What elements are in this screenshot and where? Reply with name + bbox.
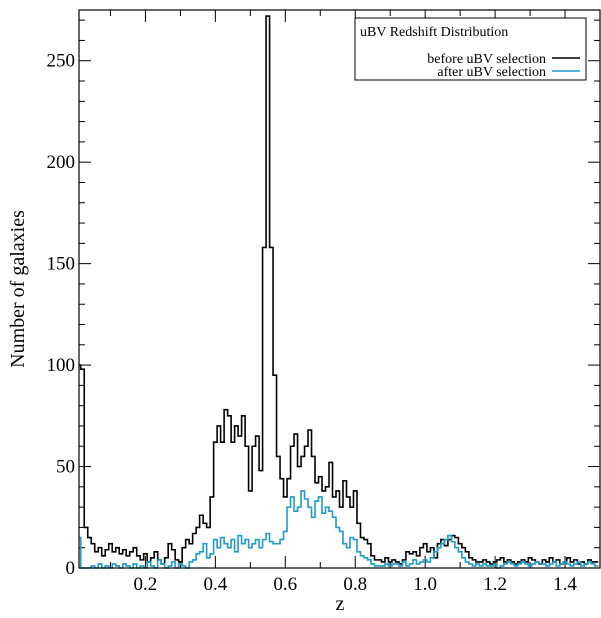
legend: uBV Redshift Distribution before uBV sel… bbox=[354, 17, 587, 81]
y-tick-label: 150 bbox=[47, 254, 76, 275]
y-tick-label: 200 bbox=[47, 152, 76, 173]
y-tick-label: 0 bbox=[66, 558, 76, 579]
series-layer bbox=[79, 15, 599, 569]
legend-title: uBV Redshift Distribution bbox=[360, 25, 508, 40]
series-before-uBV-selection bbox=[79, 15, 599, 565]
axes-layer: 0.2 0.4 0.6 0.8 1.0 1.2 1.4 0 50 100 150 200 250 bbox=[47, 10, 601, 595]
y-axis-title: Number of galaxies bbox=[7, 210, 29, 368]
y-tick-label: 100 bbox=[47, 355, 76, 376]
plot-frame bbox=[78, 9, 601, 569]
x-tick-label: 0.6 bbox=[273, 574, 297, 595]
x-tick-label: 1.4 bbox=[553, 574, 577, 595]
y-tick-label: 250 bbox=[47, 51, 76, 72]
x-tick-label: 0.4 bbox=[203, 574, 227, 595]
x-tick-label: 1.0 bbox=[413, 574, 437, 595]
legend-box bbox=[354, 17, 587, 81]
x-axis-title: z bbox=[336, 593, 345, 615]
y-tick-label: 50 bbox=[56, 457, 75, 478]
x-tick-label: 0.2 bbox=[134, 574, 158, 595]
x-tick-label: 1.2 bbox=[483, 574, 507, 595]
legend-entry-before: before uBV selection bbox=[427, 52, 546, 67]
x-tick-label: 0.8 bbox=[343, 574, 367, 595]
legend-entry-after: after uBV selection bbox=[437, 65, 546, 80]
